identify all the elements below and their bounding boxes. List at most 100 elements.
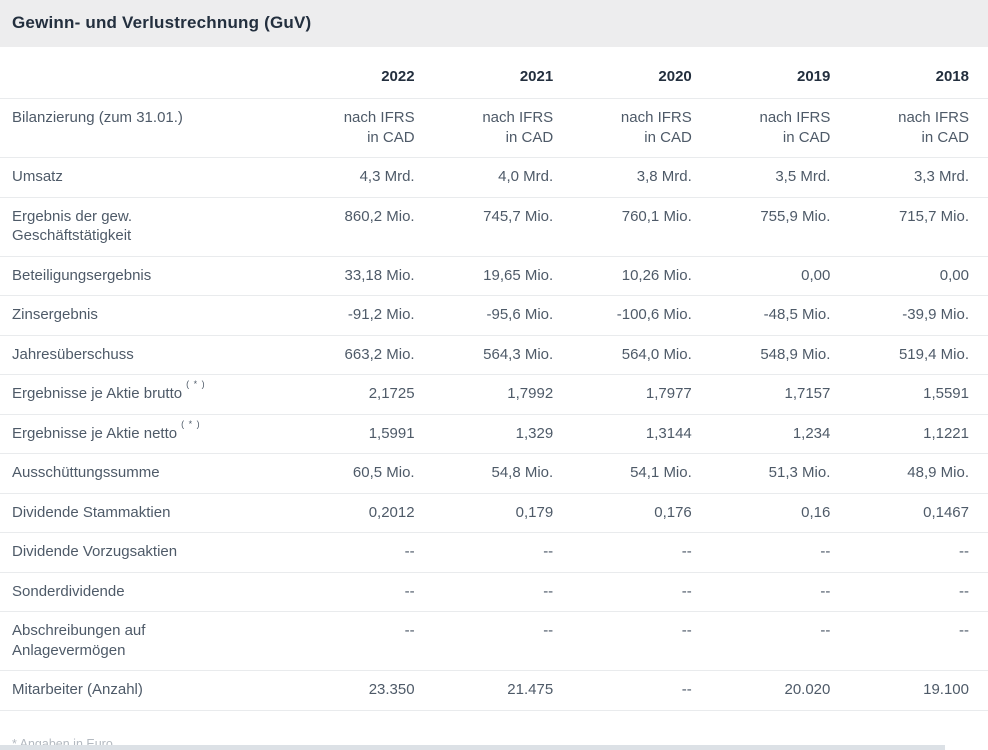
value-cell: 48,9 Mio.	[849, 453, 988, 494]
value-cell: 33,18 Mio.	[295, 256, 434, 296]
value-cell: 10,26 Mio.	[572, 256, 711, 296]
value-cell: 548,9 Mio.	[710, 335, 850, 375]
row-label-text: Bilanzierung (zum 31.01.)	[12, 109, 183, 126]
value-cell: 2,1725	[295, 374, 434, 415]
corner-cell	[0, 56, 295, 99]
value-cell: 3,3 Mrd.	[849, 157, 988, 198]
value-cell: 0,00	[849, 256, 988, 296]
year-header: 2021	[433, 56, 573, 99]
value-cell: --	[572, 532, 711, 573]
table-row: Bilanzierung (zum 31.01.) nach IFRS in CA…	[0, 98, 988, 158]
row-label-text: Ergebnisse je Aktie netto	[12, 424, 178, 442]
value-cell: --	[295, 611, 434, 671]
row-label: Ergebnis der gew. Geschäftstätigkeit	[0, 197, 295, 257]
row-label-text: Ausschüttungssumme	[12, 464, 160, 481]
value-cell: -91,2 Mio.	[295, 295, 434, 336]
row-label-text: Beteiligungsergebnis	[12, 266, 152, 284]
value-cell: --	[572, 670, 711, 711]
row-label: Sonderdividende	[0, 572, 295, 612]
table-row: Abschreibungen auf Anlagevermögen -- -- -- -…	[0, 611, 988, 671]
row-label-text: Zinsergebnis	[12, 306, 98, 323]
value-cell: 715,7 Mio.	[849, 197, 988, 257]
value-cell: 760,1 Mio.	[572, 197, 711, 257]
value-cell: 0,16	[710, 493, 850, 533]
value-cell: 54,1 Mio.	[572, 453, 711, 494]
row-label: Abschreibungen auf Anlagevermögen	[0, 611, 295, 671]
value-cell: --	[295, 572, 434, 612]
row-label: Dividende Vorzugsaktien	[0, 532, 295, 573]
row-label: Jahresüberschuss	[0, 335, 295, 375]
row-label-text: Abschreibungen auf Anlagevermögen	[12, 622, 146, 659]
row-label-text: Ergebnisse je Aktie brutto	[12, 385, 183, 402]
value-cell: 0,2012	[295, 493, 434, 533]
value-cell: nach IFRS in CAD	[433, 98, 573, 158]
value-cell: 519,4 Mio.	[849, 335, 988, 375]
value-cell: --	[295, 532, 434, 573]
guv-table: 2022 2021 2020 2019 2018 Bilanzierung (zum 3…	[0, 56, 988, 711]
value-cell: --	[433, 532, 573, 573]
table-row: Ausschüttungssumme 60,5 Mio. 54,8 Mio. 54,1…	[0, 453, 988, 494]
row-label: Ergebnisse je Aktie brutto( * )	[0, 374, 295, 415]
value-cell: nach IFRS in CAD	[849, 98, 988, 158]
table-body: Bilanzierung (zum 31.01.) nach IFRS in CA…	[0, 98, 988, 711]
year-header: 2019	[710, 56, 850, 99]
value-cell: 1,5591	[849, 374, 988, 415]
value-cell: --	[572, 611, 711, 671]
value-cell: 3,8 Mrd.	[572, 157, 711, 198]
value-cell: --	[710, 572, 850, 612]
value-cell: 564,3 Mio.	[433, 335, 573, 375]
value-cell: 3,5 Mrd.	[710, 157, 850, 198]
value-cell: 21.475	[433, 670, 573, 711]
row-label: Umsatz	[0, 157, 295, 198]
row-label: Dividende Stammaktien	[0, 493, 295, 533]
value-cell: --	[849, 611, 988, 671]
year-header-row: 2022 2021 2020 2019 2018	[0, 56, 988, 99]
row-label-text: Ergebnis der gew. Geschäftstätigkeit	[12, 207, 133, 245]
value-cell: --	[710, 532, 850, 573]
table-row: Dividende Stammaktien 0,2012 0,179 0,176 0,1…	[0, 493, 988, 533]
value-cell: 60,5 Mio.	[295, 453, 434, 494]
row-label-text: Mitarbeiter (Anzahl)	[12, 681, 143, 698]
year-header: 2018	[849, 56, 988, 99]
table-head: 2022 2021 2020 2019 2018	[0, 56, 988, 99]
footnote-marker: ( * )	[186, 379, 206, 390]
value-cell: --	[849, 532, 988, 573]
table-row: Jahresüberschuss 663,2 Mio. 564,3 Mio. 564,…	[0, 335, 988, 375]
row-label-text: Sonderdividende	[12, 582, 125, 600]
row-label: Beteiligungsergebnis	[0, 256, 295, 296]
row-label-text: Dividende Vorzugsaktien	[12, 543, 178, 560]
footnote-marker: ( * )	[181, 418, 201, 429]
value-cell: -48,5 Mio.	[710, 295, 850, 336]
table-row: Beteiligungsergebnis 33,18 Mio. 19,65 Mio.…	[0, 256, 988, 296]
table-row: Dividende Vorzugsaktien -- -- -- -- --	[0, 532, 988, 573]
page-title: Gewinn- und Verlustrechnung (GuV)	[12, 13, 312, 32]
value-cell: 0,179	[433, 493, 573, 533]
value-cell: -95,6 Mio.	[433, 295, 573, 336]
table-row: Ergebnis der gew. Geschäftstätigkeit 860,…	[0, 197, 988, 257]
value-cell: -100,6 Mio.	[572, 295, 711, 336]
value-cell: nach IFRS in CAD	[710, 98, 850, 158]
section-title-bar: Gewinn- und Verlustrechnung (GuV)	[0, 0, 988, 47]
value-cell: 1,329	[433, 414, 573, 454]
table-row: Ergebnisse je Aktie brutto( * ) 2,1725 1,7…	[0, 374, 988, 415]
row-label: Mitarbeiter (Anzahl)	[0, 670, 295, 711]
value-cell: 0,00	[710, 256, 850, 296]
value-cell: -39,9 Mio.	[849, 295, 988, 336]
value-cell: 1,7992	[433, 374, 573, 415]
value-cell: 663,2 Mio.	[295, 335, 434, 375]
value-cell: 54,8 Mio.	[433, 453, 573, 494]
value-cell: 860,2 Mio.	[295, 197, 434, 257]
row-label: Ergebnisse je Aktie netto( * )	[0, 414, 295, 454]
value-cell: 564,0 Mio.	[572, 335, 711, 375]
year-header: 2022	[295, 56, 434, 99]
table-row: Umsatz 4,3 Mrd. 4,0 Mrd. 3,8 Mrd. 3,5 Mrd. 3,…	[0, 157, 988, 198]
value-cell: 1,234	[710, 414, 850, 454]
table-row: Zinsergebnis -91,2 Mio. -95,6 Mio. -100,6 M…	[0, 295, 988, 336]
table-row: Ergebnisse je Aktie netto( * ) 1,5991 1,32…	[0, 414, 988, 454]
value-cell: 0,176	[572, 493, 711, 533]
value-cell: 51,3 Mio.	[710, 453, 850, 494]
table-row: Mitarbeiter (Anzahl) 23.350 21.475 -- 20.020…	[0, 670, 988, 711]
value-cell: nach IFRS in CAD	[572, 98, 711, 158]
value-cell: 23.350	[295, 670, 434, 711]
